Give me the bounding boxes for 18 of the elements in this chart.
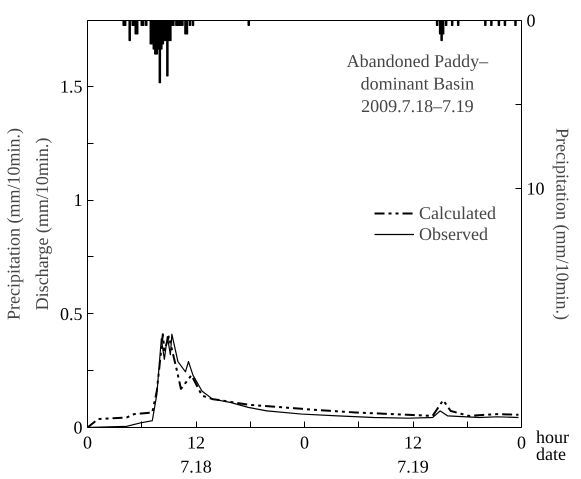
y2-tick-label: 0 [526,10,536,30]
y-tick-label: 0.5 [60,304,82,324]
y2-tick-label: 10 [526,178,544,199]
y-tick-label: 0 [74,418,82,438]
y-tick-label: 1 [74,190,82,210]
legend-label: Observed [419,224,488,244]
x-tick-label: 0 [300,432,309,452]
x-tick-label: 12 7.18 [180,432,212,476]
text: Abandoned Paddy–dominant Basin [346,51,490,94]
y-axis-title: Discharge (mm/10min.) [32,138,52,310]
legend-label: Calculated [419,202,496,224]
text: Precipitation (mm/10min.) [4,128,24,320]
y-tick-label: 1.5 [60,76,82,96]
x-axis-title: hour date [536,427,569,464]
x-tick-label: 12 7.19 [397,432,429,476]
x-tick-label: 0 [517,432,526,452]
text: 2009.7.18–7.19 [361,96,474,116]
y2-axis-title: Precipitation (mm/10min.) [552,128,572,320]
